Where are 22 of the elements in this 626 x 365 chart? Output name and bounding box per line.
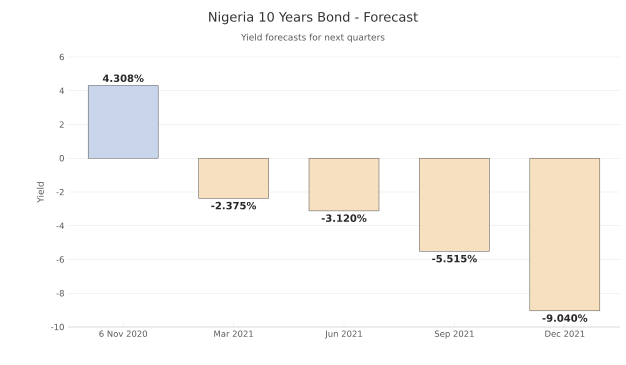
x-tick-label: 6 Nov 2020 [99, 330, 148, 337]
y-tick-label: 0 [60, 155, 64, 162]
data-label: -5.515% [432, 254, 477, 262]
data-label: -2.375% [211, 202, 256, 210]
chart-subtitle: Yield forecasts for next quarters [241, 34, 384, 42]
y-tick-label: 4 [60, 88, 64, 94]
data-label: 4.308% [102, 74, 144, 82]
y-tick-label: -8 [56, 290, 64, 296]
y-axis-title: Yield [36, 182, 44, 203]
y-tick-label: -2 [56, 188, 64, 196]
x-tick-label: Mar 2021 [214, 330, 253, 337]
chart-title: Nigeria 10 Years Bond - Forecast [209, 12, 418, 24]
x-tick-label: Dec 2021 [545, 330, 584, 337]
y-tick-label: -4 [56, 222, 64, 229]
x-tick-label: Jun 2021 [324, 330, 362, 339]
data-label: -3.120% [322, 214, 367, 222]
y-tick-label: -6 [56, 256, 64, 263]
x-tick-label: Sep 2021 [434, 330, 474, 339]
y-tick-label: -10 [51, 324, 64, 330]
data-label: -9.040% [542, 314, 588, 322]
y-tick-label: 6 [60, 54, 64, 60]
y-tick-label: 2 [60, 121, 64, 128]
